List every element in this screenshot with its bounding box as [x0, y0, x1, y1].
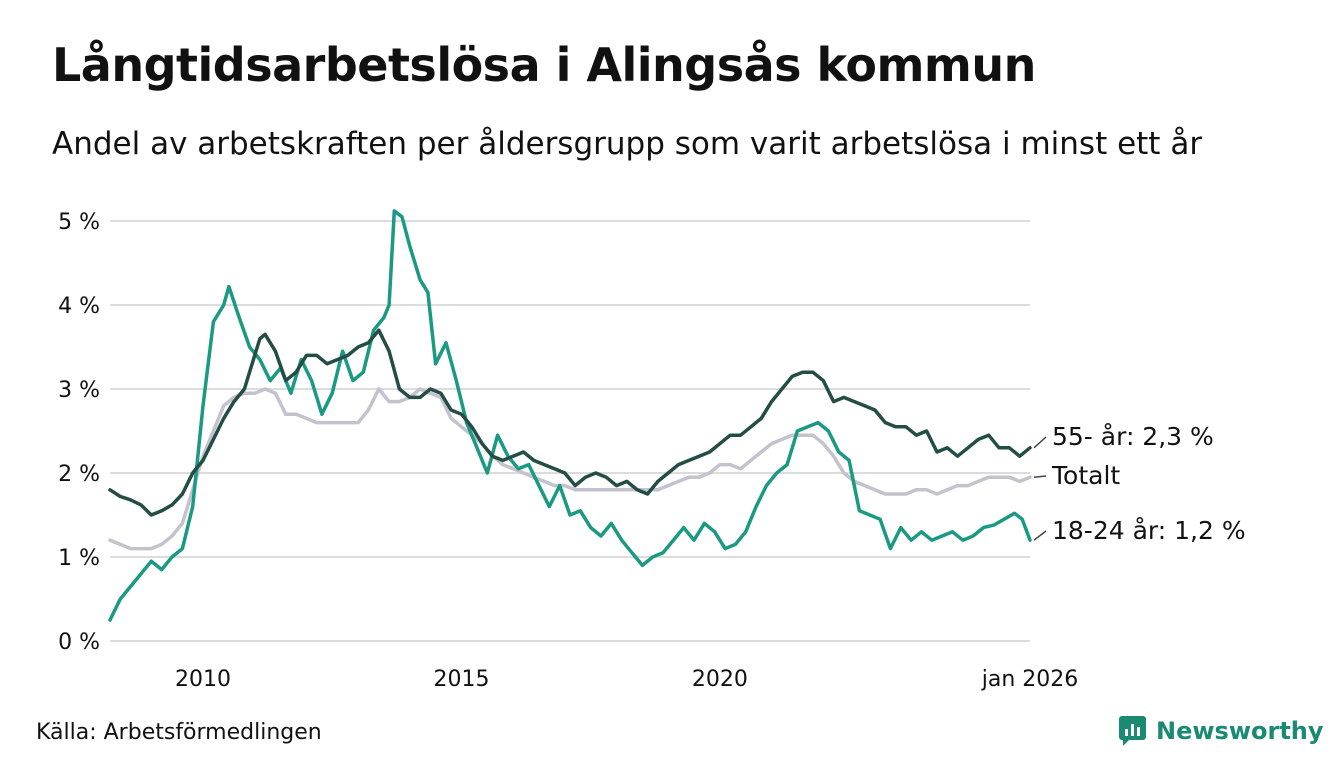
y-axis: 0 % 1 % 2 % 3 % 4 % 5 % — [58, 210, 100, 655]
series-line-old — [108, 328, 1032, 517]
newsworthy-logo-icon — [1119, 716, 1146, 746]
label-connector — [1033, 475, 1047, 478]
label-connector — [1033, 436, 1047, 449]
x-tick-label: 2020 — [692, 667, 748, 692]
series-line-young — [108, 209, 1032, 622]
chart-title: Långtidsarbetslösa i Alingsås kommun — [52, 38, 1036, 92]
grid-lines — [110, 220, 1030, 642]
source-note: Källa: Arbetsförmedlingen — [36, 720, 322, 745]
series-end-labels: Totalt 18-24 år: 1,2 % 55- år: 2,3 % — [1033, 422, 1246, 545]
series-lines — [108, 209, 1032, 622]
y-tick-label: 4 % — [58, 294, 100, 319]
line-chart: 0 %1 %2 %3 %4 %5 % 2010 2015 2020 jan 2026 … — [58, 209, 1246, 692]
brand-name: Newsworthy — [1156, 717, 1324, 745]
label-connector — [1033, 530, 1047, 541]
chart-subtitle: Andel av arbetskraften per åldersgrupp s… — [52, 126, 1203, 162]
brand-logo[interactable]: Newsworthy — [1118, 714, 1324, 748]
x-tick-label: 2010 — [175, 667, 231, 692]
x-tick-label: jan 2026 — [981, 667, 1079, 692]
series-end-label: Totalt — [1051, 461, 1120, 490]
y-tick-label: 3 % — [58, 378, 100, 403]
y-tick-label: 1 % — [58, 546, 100, 571]
x-axis: 2010 2015 2020 jan 2026 — [175, 667, 1078, 692]
series-end-label: 18-24 år: 1,2 % — [1052, 516, 1246, 545]
y-tick-label: 2 % — [58, 462, 100, 487]
y-tick-label: 0 % — [58, 630, 100, 655]
y-tick-label: 5 % — [58, 210, 100, 235]
series-line-total — [108, 387, 1032, 551]
series-end-label: 55- år: 2,3 % — [1052, 422, 1214, 451]
x-tick-label: 2015 — [433, 667, 489, 692]
